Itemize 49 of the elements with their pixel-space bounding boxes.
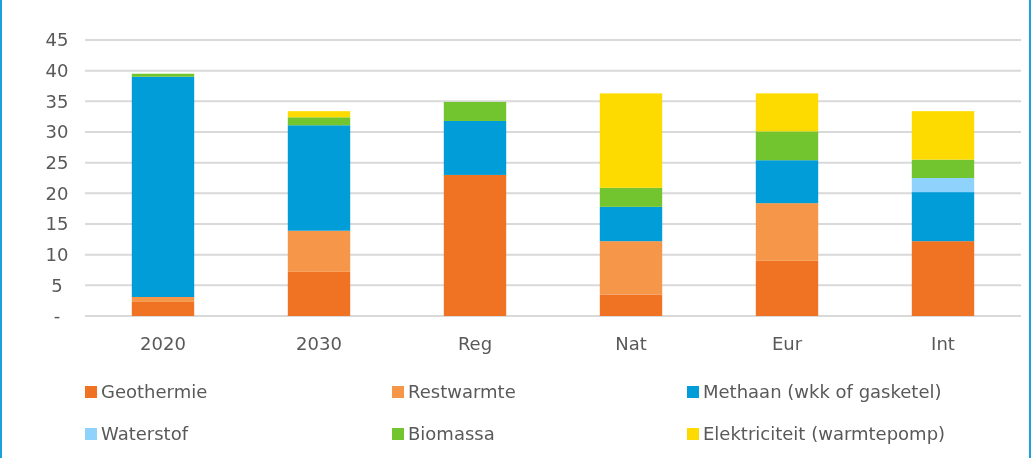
bar xyxy=(599,93,663,188)
bar xyxy=(131,73,195,77)
bar xyxy=(911,159,975,178)
bar xyxy=(287,111,351,118)
y-tick-label: - xyxy=(53,305,61,327)
bar xyxy=(755,203,819,261)
bar xyxy=(287,271,351,316)
bar xyxy=(599,241,663,295)
x-tick-label: Reg xyxy=(457,333,493,354)
bar xyxy=(131,301,195,316)
y-tick-label: 45 xyxy=(45,29,69,51)
legend-label: Restwarmte xyxy=(408,381,516,403)
y-tick-label: 20 xyxy=(45,182,69,204)
legend-label: Waterstof xyxy=(101,423,189,445)
y-tick-label: 10 xyxy=(45,243,69,265)
legend-label: Elektriciteit (warmtepomp) xyxy=(703,423,946,445)
bar xyxy=(131,76,195,297)
y-tick-label: 30 xyxy=(45,121,69,143)
y-tick-label: 5 xyxy=(51,274,63,296)
x-tick-label: 2030 xyxy=(296,333,342,354)
x-tick-label: Eur xyxy=(771,333,803,354)
y-tick-label: 25 xyxy=(45,151,69,173)
y-tick-label: 40 xyxy=(45,59,69,81)
bar xyxy=(911,192,975,242)
x-tick-label: 2020 xyxy=(140,333,186,354)
bar xyxy=(911,241,975,316)
bar xyxy=(755,93,819,132)
bar xyxy=(599,294,663,316)
y-tick-label: 35 xyxy=(45,90,69,112)
bar xyxy=(911,178,975,193)
bar xyxy=(287,230,351,272)
legend-label: Biomassa xyxy=(408,423,495,445)
y-tick-label: 15 xyxy=(45,213,69,235)
legend-label: Geothermie xyxy=(101,381,208,403)
legend-label: Methaan (wkk of gasketel) xyxy=(703,381,942,403)
bar xyxy=(443,101,507,121)
bar xyxy=(911,111,975,160)
bar xyxy=(131,296,195,302)
bar xyxy=(755,260,819,316)
x-tick-label: Int xyxy=(931,333,955,354)
x-tick-label: Nat xyxy=(615,333,647,354)
bar xyxy=(755,160,819,204)
bar xyxy=(599,187,663,207)
bar xyxy=(599,206,663,242)
bar xyxy=(755,131,819,161)
bar xyxy=(443,174,507,316)
bar xyxy=(443,120,507,175)
bar xyxy=(287,125,351,231)
bar xyxy=(287,117,351,126)
